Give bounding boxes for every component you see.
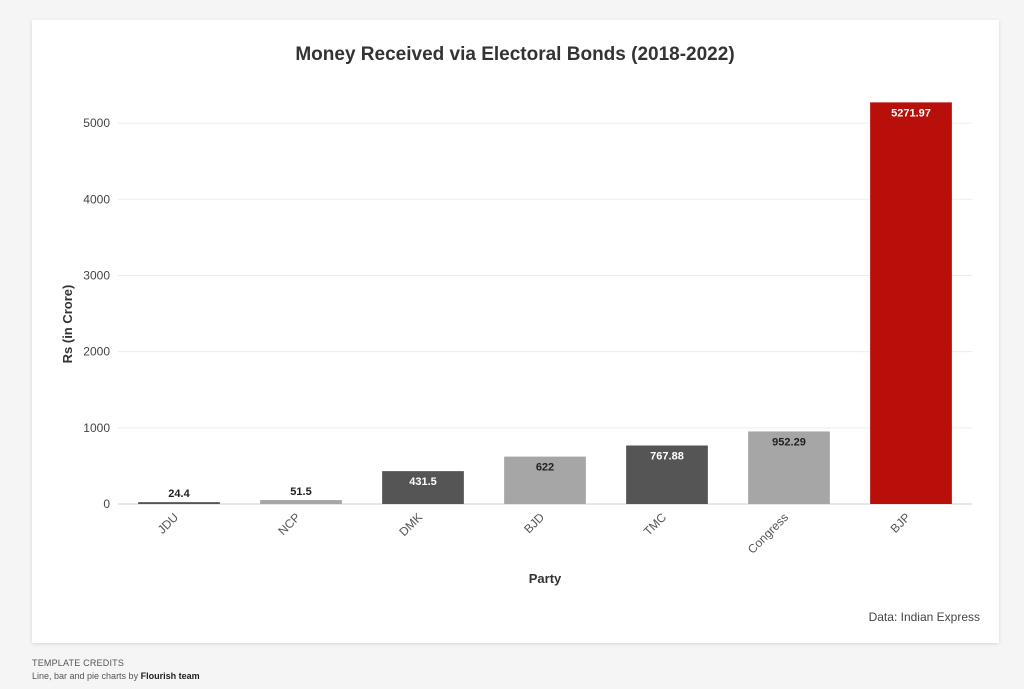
credits-prefix: Line, bar and pie charts by	[32, 671, 141, 681]
credits-author-link[interactable]: Flourish team	[140, 671, 200, 681]
bars: 24.4 51.5 431.5 622 767.88 952.29 5271.97	[138, 102, 952, 505]
y-tick-label: 1000	[83, 421, 110, 435]
y-tick-label: 5000	[83, 116, 110, 130]
data-label: 767.88	[650, 451, 684, 463]
bar[interactable]	[626, 445, 708, 504]
source-note: Data: Indian Express	[869, 610, 980, 624]
data-label: 51.5	[290, 486, 311, 498]
gridlines	[118, 122, 972, 505]
y-axis-ticks: 0 1000 2000 3000 4000 5000	[83, 116, 110, 511]
bar[interactable]	[504, 456, 586, 504]
x-tick-label: NCP	[275, 510, 303, 538]
bar[interactable]	[382, 471, 464, 504]
x-tick-label: DMK	[396, 510, 425, 539]
x-axis-label: Party	[529, 571, 562, 586]
bar[interactable]	[870, 102, 952, 505]
data-label: 5271.97	[891, 107, 931, 119]
x-axis-ticks: JDU NCP DMK BJD TMC Congress BJP	[155, 510, 913, 556]
data-label: 952.29	[772, 436, 806, 448]
data-label: 431.5	[409, 476, 437, 488]
x-tick-label: BJP	[888, 510, 913, 535]
bar-chart: Money Received via Electoral Bonds (2018…	[60, 44, 980, 624]
x-tick-label: BJD	[521, 510, 547, 536]
chart-title: Money Received via Electoral Bonds (2018…	[295, 44, 734, 65]
credits-line: Line, bar and pie charts by Flourish tea…	[32, 670, 200, 683]
y-tick-label: 3000	[83, 268, 110, 282]
y-tick-label: 0	[103, 497, 110, 511]
credits-heading: TEMPLATE CREDITS	[32, 658, 125, 668]
bar[interactable]	[138, 502, 220, 504]
y-tick-label: 4000	[83, 192, 110, 206]
data-label: 622	[536, 462, 554, 474]
data-label: 24.4	[168, 488, 190, 500]
y-tick-label: 2000	[83, 345, 110, 359]
template-credits: TEMPLATE CREDITS Line, bar and pie chart…	[32, 657, 200, 683]
chart-card: Money Received via Electoral Bonds (2018…	[32, 20, 999, 643]
x-tick-label: JDU	[155, 510, 181, 536]
bar[interactable]	[260, 500, 342, 504]
bar[interactable]	[748, 431, 830, 504]
y-axis-label: Rs (in Crore)	[60, 285, 75, 364]
x-tick-label: TMC	[641, 510, 670, 539]
x-tick-label: Congress	[745, 510, 791, 556]
